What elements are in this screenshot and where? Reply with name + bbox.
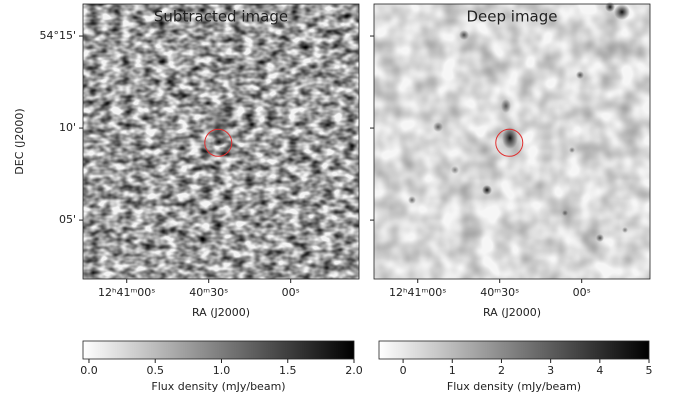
source-marker [495,128,524,157]
x-tick-label: 00ˢ [573,286,591,299]
colorbar-tick-label: 0.5 [146,364,164,377]
y-tick-label: 10' [59,121,76,134]
x-tick-label: 12ʰ41ᵐ00ˢ [389,286,446,299]
colorbar [82,340,355,360]
colorbar-tick-label: 2.0 [345,364,363,377]
panel-title: Subtracted image [154,8,288,26]
y-axis-label: DEC (J2000) [13,108,26,174]
image-frame [82,3,360,280]
y-tick-label: 05' [59,213,76,226]
colorbar-tick-label: 1.0 [213,364,231,377]
colorbar-tick-label: 1 [449,364,456,377]
colorbar-tick-label: 5 [646,364,653,377]
colorbar-tick-label: 2 [498,364,505,377]
panel-title: Deep image [466,8,557,26]
x-tick-label: 40ᵐ30ˢ [189,286,228,299]
colorbar-tick-label: 1.5 [279,364,297,377]
colorbar [378,340,650,360]
colorbar-label: Flux density (mJy/beam) [447,380,581,393]
colorbar-tick-label: 0.0 [80,364,98,377]
colorbar-tick-label: 0 [400,364,407,377]
x-tick-label: 40ᵐ30ˢ [480,286,519,299]
x-tick-label: 00ˢ [282,286,300,299]
colorbar-tick-label: 3 [547,364,554,377]
x-tick-label: 12ʰ41ᵐ00ˢ [98,286,155,299]
source-marker [204,128,233,157]
image-frame [373,3,651,280]
y-tick-label: 54°15' [39,29,76,42]
colorbar-tick-label: 4 [596,364,603,377]
image-noise [83,2,650,279]
x-axis-label: RA (J2000) [192,306,250,319]
x-axis-label: RA (J2000) [483,306,541,319]
colorbar-label: Flux density (mJy/beam) [151,380,285,393]
